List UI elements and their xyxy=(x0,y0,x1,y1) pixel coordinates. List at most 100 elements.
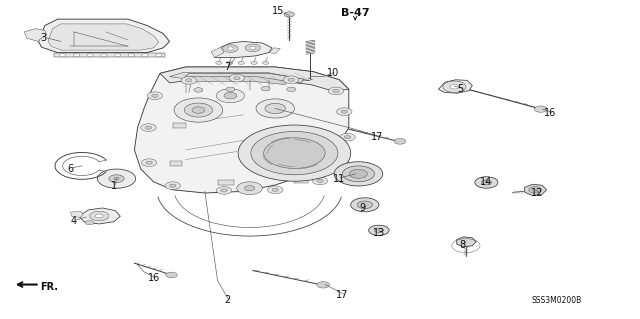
Circle shape xyxy=(317,282,330,288)
Polygon shape xyxy=(438,80,472,93)
Circle shape xyxy=(100,54,107,57)
Circle shape xyxy=(184,103,212,117)
Text: 11: 11 xyxy=(333,174,346,184)
Circle shape xyxy=(234,77,240,80)
Text: 4: 4 xyxy=(70,216,77,226)
Circle shape xyxy=(216,61,222,64)
Polygon shape xyxy=(294,179,308,183)
Text: 1: 1 xyxy=(111,181,117,191)
Circle shape xyxy=(226,87,235,92)
Circle shape xyxy=(87,54,93,57)
Circle shape xyxy=(268,186,283,194)
Circle shape xyxy=(165,182,180,189)
Circle shape xyxy=(181,77,196,84)
Text: 14: 14 xyxy=(480,177,493,187)
Circle shape xyxy=(340,133,355,141)
Circle shape xyxy=(262,61,269,64)
Polygon shape xyxy=(38,19,170,53)
Circle shape xyxy=(115,54,121,57)
Circle shape xyxy=(156,54,162,57)
Circle shape xyxy=(128,54,134,57)
Polygon shape xyxy=(214,41,272,57)
Polygon shape xyxy=(218,180,234,185)
Circle shape xyxy=(60,54,66,57)
Circle shape xyxy=(141,124,156,131)
Text: 12: 12 xyxy=(531,188,544,198)
Circle shape xyxy=(224,93,237,99)
Circle shape xyxy=(142,54,148,57)
Text: B-47: B-47 xyxy=(341,8,369,18)
Circle shape xyxy=(338,161,344,164)
Circle shape xyxy=(265,103,285,114)
Polygon shape xyxy=(525,184,547,196)
Circle shape xyxy=(194,88,203,92)
Text: 17: 17 xyxy=(336,290,349,300)
Circle shape xyxy=(357,201,372,209)
Circle shape xyxy=(147,92,163,100)
Circle shape xyxy=(341,110,348,113)
Circle shape xyxy=(141,159,157,167)
Text: 16: 16 xyxy=(544,108,557,118)
Text: 16: 16 xyxy=(147,273,160,283)
Circle shape xyxy=(394,138,406,144)
Circle shape xyxy=(221,189,227,192)
Circle shape xyxy=(529,187,541,193)
Circle shape xyxy=(251,131,338,175)
Polygon shape xyxy=(134,67,349,193)
Circle shape xyxy=(227,61,233,64)
Circle shape xyxy=(114,177,119,180)
Circle shape xyxy=(174,98,223,122)
Polygon shape xyxy=(48,24,159,50)
Circle shape xyxy=(244,186,255,191)
Text: 2: 2 xyxy=(224,295,230,306)
Circle shape xyxy=(109,175,124,182)
Circle shape xyxy=(152,94,158,97)
Circle shape xyxy=(272,188,278,191)
Circle shape xyxy=(284,76,299,84)
Circle shape xyxy=(534,106,547,112)
Circle shape xyxy=(166,272,177,278)
Circle shape xyxy=(237,182,262,195)
Circle shape xyxy=(349,169,367,178)
Circle shape xyxy=(170,184,176,187)
Polygon shape xyxy=(186,77,288,85)
Circle shape xyxy=(333,89,339,93)
Circle shape xyxy=(192,107,205,113)
Text: 7: 7 xyxy=(224,62,230,72)
Polygon shape xyxy=(330,151,339,156)
Circle shape xyxy=(223,45,238,52)
Text: 8: 8 xyxy=(460,240,466,250)
Circle shape xyxy=(443,81,466,93)
Polygon shape xyxy=(182,73,304,83)
Text: 3: 3 xyxy=(40,33,47,43)
Circle shape xyxy=(287,87,296,92)
Circle shape xyxy=(186,79,192,82)
Circle shape xyxy=(374,228,383,233)
Circle shape xyxy=(216,89,244,103)
Circle shape xyxy=(342,166,374,182)
Polygon shape xyxy=(54,53,165,57)
Text: FR.: FR. xyxy=(40,282,58,292)
Circle shape xyxy=(73,54,79,57)
Polygon shape xyxy=(80,208,120,224)
Circle shape xyxy=(95,214,103,218)
Circle shape xyxy=(351,198,379,212)
Circle shape xyxy=(256,99,294,118)
Text: 6: 6 xyxy=(67,164,74,174)
Circle shape xyxy=(245,44,260,52)
Circle shape xyxy=(85,220,94,225)
Text: 5: 5 xyxy=(458,84,464,94)
Text: 10: 10 xyxy=(326,68,339,78)
Circle shape xyxy=(284,12,294,17)
Circle shape xyxy=(334,162,383,186)
Polygon shape xyxy=(457,237,476,247)
Polygon shape xyxy=(211,47,224,57)
Circle shape xyxy=(264,138,325,168)
Polygon shape xyxy=(24,29,47,41)
Polygon shape xyxy=(170,73,310,81)
Polygon shape xyxy=(70,211,83,218)
Circle shape xyxy=(229,74,244,82)
Circle shape xyxy=(369,225,389,235)
Circle shape xyxy=(90,211,109,221)
Polygon shape xyxy=(269,48,280,54)
